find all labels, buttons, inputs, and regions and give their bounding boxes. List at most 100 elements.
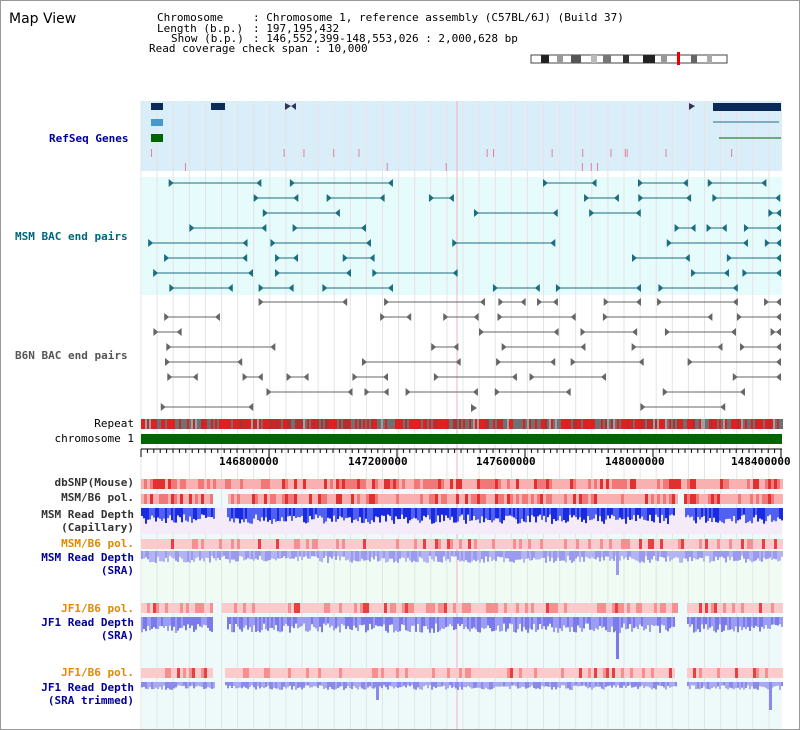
depth-bar bbox=[663, 508, 665, 522]
depth-bar bbox=[567, 508, 569, 522]
track-label-dbsnp[interactable]: dbSNP(Mouse) bbox=[54, 476, 134, 489]
heat-cell bbox=[507, 479, 510, 489]
bac-end bbox=[405, 388, 411, 396]
heat-cell bbox=[624, 668, 627, 678]
heat-cell bbox=[546, 539, 549, 549]
depth-bar bbox=[203, 551, 205, 562]
track-label-jf1-depth-trimmed[interactable]: JF1 Read Depth bbox=[41, 681, 134, 694]
track-label-msm-depth-capillary[interactable]: MSM Read Depth bbox=[41, 508, 134, 521]
track-label-refseq-genes[interactable]: RefSeq Genes bbox=[49, 132, 129, 145]
heat-cell bbox=[753, 494, 756, 504]
depth-bar bbox=[201, 551, 203, 559]
depth-bar bbox=[569, 617, 571, 632]
heat-cell bbox=[753, 479, 756, 489]
track-label-jf1-depth-sra[interactable]: JF1 Read Depth bbox=[41, 616, 134, 629]
heat-cell bbox=[165, 494, 168, 504]
heat-cell bbox=[141, 539, 144, 549]
depth-bar bbox=[505, 682, 507, 687]
depth-bar bbox=[403, 682, 405, 686]
depth-bar bbox=[173, 508, 175, 523]
repeat-segment bbox=[391, 419, 393, 429]
depth-bar bbox=[645, 508, 647, 521]
repeat-segment bbox=[403, 419, 405, 429]
heat-cell bbox=[231, 494, 234, 504]
repeat-segment bbox=[263, 419, 265, 429]
repeat-segment bbox=[209, 419, 211, 429]
depth-bar bbox=[777, 682, 779, 686]
track-label-jf1-b6-pol[interactable]: JF1/B6 pol. bbox=[61, 602, 134, 615]
repeat-segment bbox=[431, 419, 433, 429]
depth-bar bbox=[257, 682, 259, 687]
repeat-segment bbox=[405, 419, 407, 429]
depth-bar bbox=[183, 508, 185, 515]
heat-cell bbox=[492, 494, 495, 504]
ideogram-band bbox=[603, 55, 611, 63]
depth-bar bbox=[187, 551, 189, 562]
depth-bar bbox=[493, 682, 495, 688]
depth-bar bbox=[455, 551, 457, 557]
gene-tick bbox=[610, 149, 612, 157]
heat-cell bbox=[714, 668, 717, 678]
heat-cell bbox=[552, 494, 555, 504]
repeat-segment bbox=[237, 419, 239, 429]
depth-bar bbox=[445, 551, 447, 561]
depth-bar bbox=[771, 551, 773, 560]
repeat-segment bbox=[395, 419, 397, 429]
bac-end bbox=[275, 254, 281, 262]
heat-cell bbox=[669, 494, 672, 504]
heat-cell bbox=[303, 494, 306, 504]
heat-cell bbox=[207, 479, 210, 489]
track-label-msm-b6-pol[interactable]: MSM/B6 pol. bbox=[61, 491, 134, 504]
heat-cell bbox=[249, 668, 252, 678]
depth-bar bbox=[163, 617, 165, 628]
repeat-segment bbox=[299, 419, 301, 429]
repeat-segment bbox=[393, 419, 395, 429]
depth-bar bbox=[607, 551, 609, 557]
depth-bar bbox=[291, 682, 293, 690]
depth-bar bbox=[493, 508, 495, 521]
depth-bar bbox=[499, 682, 501, 687]
bac-end bbox=[455, 358, 461, 366]
depth-bar bbox=[177, 551, 179, 563]
heat-cell bbox=[141, 479, 144, 489]
heat-cell bbox=[315, 539, 318, 549]
depth-bar bbox=[211, 551, 213, 557]
track-label-msm-depth-sra[interactable]: MSM Read Depth bbox=[41, 551, 134, 564]
track-label-repeat[interactable]: Repeat bbox=[94, 417, 134, 430]
repeat-segment bbox=[149, 419, 151, 429]
depth-bar bbox=[583, 508, 585, 520]
repeat-segment bbox=[339, 419, 341, 429]
depth-bar bbox=[355, 551, 357, 561]
bac-end bbox=[292, 224, 298, 232]
bac-end bbox=[724, 269, 730, 277]
heat-cell bbox=[246, 539, 249, 549]
depth-bar bbox=[459, 551, 461, 562]
depth-bar bbox=[273, 508, 275, 520]
heat-cell bbox=[150, 539, 153, 549]
track-label-chromosome[interactable]: chromosome 1 bbox=[54, 432, 134, 445]
heat-cell bbox=[459, 539, 462, 549]
depth-bar bbox=[593, 551, 595, 559]
depth-bar bbox=[595, 617, 597, 629]
depth-bar bbox=[773, 508, 775, 521]
heat-cell bbox=[651, 479, 654, 489]
track-label-msm-bac[interactable]: MSM BAC end pairs bbox=[15, 230, 128, 243]
heat-cell bbox=[249, 539, 252, 549]
bac-end bbox=[214, 313, 220, 321]
heat-cell bbox=[540, 668, 543, 678]
bac-end bbox=[360, 224, 366, 232]
depth-bar bbox=[191, 682, 193, 686]
heat-cell bbox=[678, 479, 681, 489]
heat-cell bbox=[294, 539, 297, 549]
heat-cell bbox=[357, 539, 360, 549]
heat-cell bbox=[408, 603, 411, 613]
track-label-jf1-b6-pol-2[interactable]: JF1/B6 pol. bbox=[61, 666, 134, 679]
track-label-b6n-bac[interactable]: B6N BAC end pairs bbox=[15, 349, 128, 362]
repeat-segment bbox=[269, 419, 271, 429]
depth-bar bbox=[161, 551, 163, 562]
depth-bar bbox=[165, 551, 167, 558]
track-label-msm-b6-pol-2[interactable]: MSM/B6 pol. bbox=[61, 537, 134, 550]
repeat-segment bbox=[463, 419, 465, 429]
depth-bar bbox=[623, 551, 625, 560]
depth-bar bbox=[409, 551, 411, 561]
